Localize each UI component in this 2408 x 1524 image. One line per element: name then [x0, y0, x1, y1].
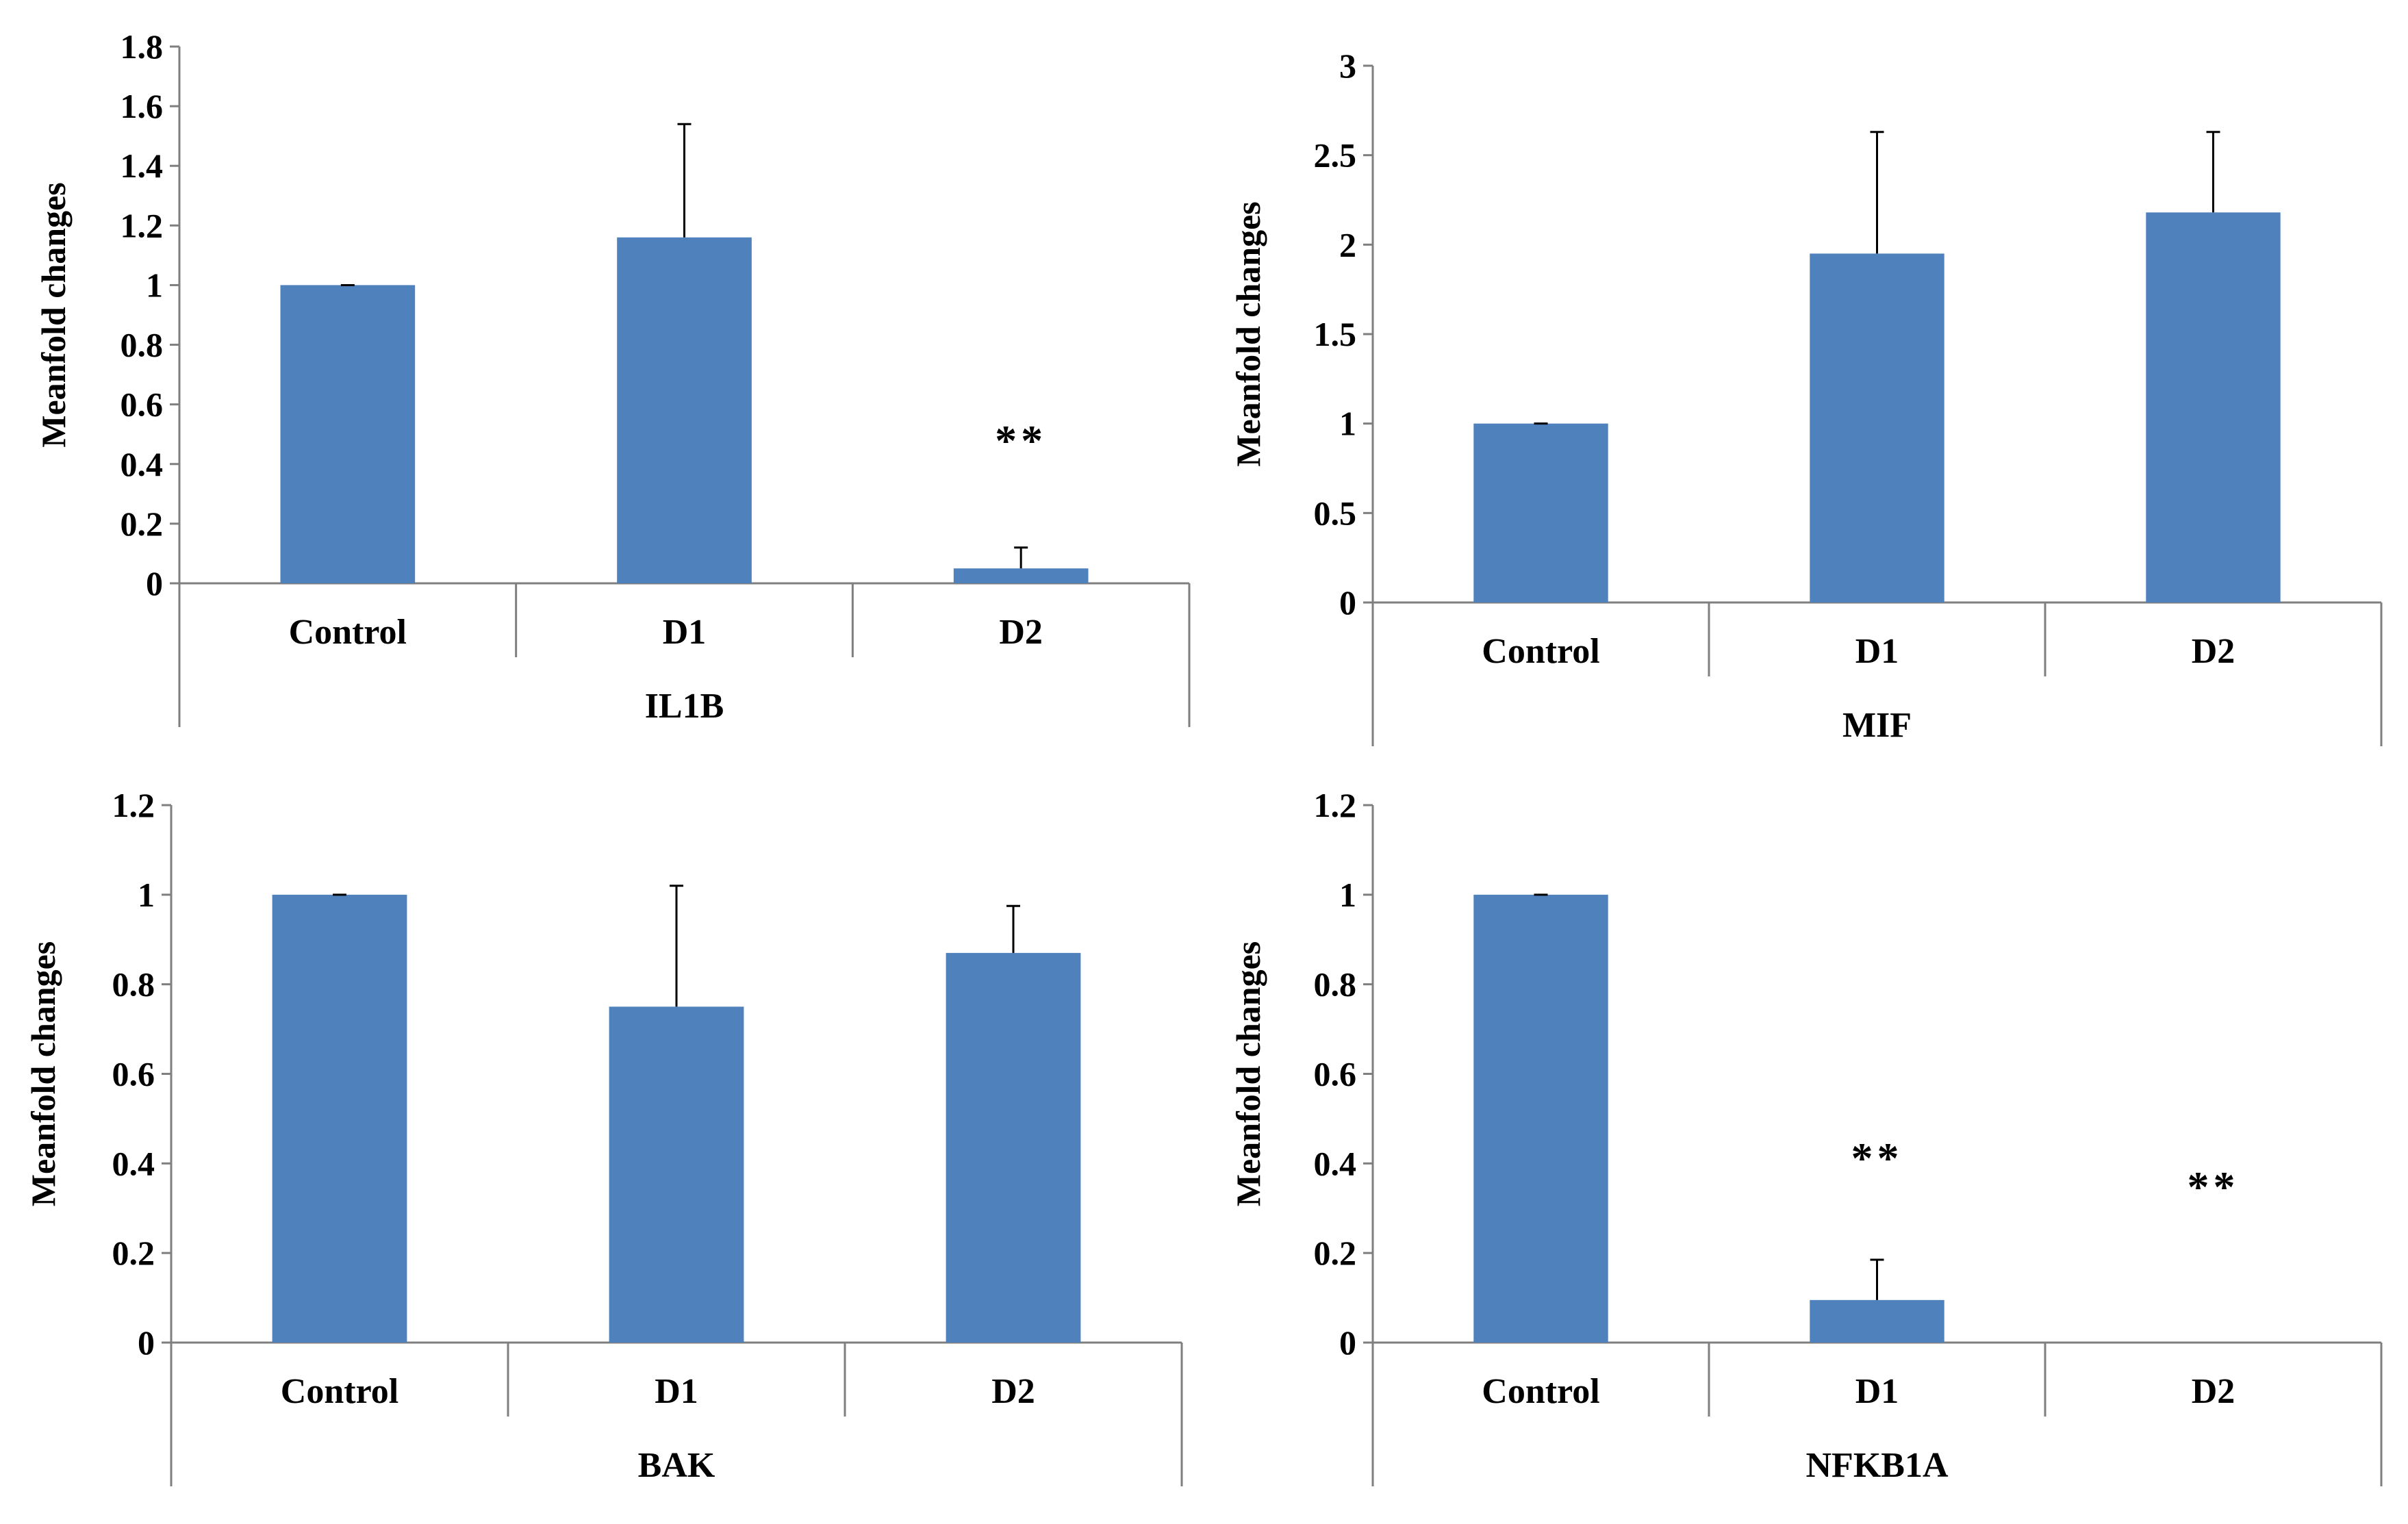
category-label-d1: D1	[663, 613, 707, 652]
y-tick-label: 1.5	[1314, 315, 1357, 353]
category-label-d2: D2	[999, 613, 1043, 652]
y-tick-label: 3	[1339, 47, 1356, 85]
gene-label: BAK	[638, 1446, 715, 1485]
y-tick-label: 0.4	[121, 445, 164, 483]
category-label-control: Control	[1482, 1372, 1599, 1411]
y-tick-label: 0.8	[112, 965, 155, 1004]
y-tick-label: 0.4	[1314, 1144, 1357, 1182]
y-tick-label: 2.5	[1314, 136, 1357, 175]
y-tick-label: 0.2	[112, 1234, 155, 1272]
chart-panel-il1b: 0 0.2 0.4 0.6 0.8 1 1.2 1.4 1.6 1.8 Control D1 D2 ** I…	[34, 27, 1191, 727]
y-tick-label: 1	[146, 266, 163, 304]
y-tick-label: 0	[1339, 1323, 1356, 1362]
bar-d2	[946, 952, 1081, 1343]
y-tick-label: 0.4	[112, 1144, 155, 1182]
gene-label: MIF	[1842, 706, 1912, 745]
category-label-d2: D2	[2192, 1372, 2235, 1411]
y-tick-label: 1.8	[121, 27, 164, 66]
bar-d1	[617, 237, 752, 583]
y-tick-label: 0.6	[121, 385, 164, 424]
category-label-d1: D1	[655, 1372, 698, 1411]
bar-d1	[609, 1006, 744, 1343]
y-tick-label: 1.6	[121, 87, 164, 125]
bar-control	[272, 894, 407, 1343]
y-tick-label: 0.2	[121, 505, 164, 543]
significance-marker: **	[2188, 1163, 2240, 1211]
y-axis-title: Meanfold changes	[34, 182, 73, 448]
chart-panel-nfkb1a: 0 0.2 0.4 0.6 0.8 1 1.2 Control D1 ** D2 ** NFKB1A Me…	[1229, 786, 2383, 1486]
category-label-control: Control	[281, 1372, 398, 1411]
gene-label: IL1B	[645, 687, 724, 726]
gene-label: NFKB1A	[1806, 1446, 1949, 1485]
significance-marker: **	[995, 416, 1047, 465]
y-tick-label: 1.4	[121, 147, 164, 185]
y-tick-label: 0.8	[121, 326, 164, 364]
category-label-d1: D1	[1855, 632, 1899, 671]
category-label-d2: D2	[991, 1372, 1035, 1411]
y-tick-label: 0.2	[1314, 1234, 1357, 1272]
y-axis-title: Meanfold changes	[1229, 201, 1267, 467]
chart-panel-mif: 0 0.5 1 1.5 2 2.5 3 Control D1 D2 MIF Meanfold chan…	[1229, 47, 2383, 746]
y-tick-label: 0	[138, 1323, 155, 1362]
y-tick-label: 0.8	[1314, 965, 1357, 1004]
category-label-d1: D1	[1855, 1372, 1899, 1411]
y-axis-title: Meanfold changes	[24, 941, 62, 1207]
category-label-control: Control	[1482, 632, 1599, 671]
y-tick-label: 1	[1339, 405, 1356, 443]
category-label-control: Control	[289, 613, 407, 652]
bar-d1	[1810, 1299, 1944, 1343]
bar-control	[280, 285, 416, 583]
y-tick-label: 1.2	[112, 786, 155, 824]
y-tick-label: 0.5	[1314, 494, 1357, 532]
category-label-d2: D2	[2192, 632, 2235, 671]
y-axis-title: Meanfold changes	[1229, 941, 1267, 1207]
significance-marker: **	[1851, 1134, 1903, 1182]
y-tick-label: 0	[146, 564, 163, 602]
chart-panel-bak: 0 0.2 0.4 0.6 0.8 1 1.2 Control D1 D2 BAK Meanfold …	[24, 786, 1183, 1486]
bar-d1	[1810, 253, 1944, 602]
y-tick-label: 0	[1339, 583, 1356, 622]
y-tick-label: 1	[1339, 876, 1356, 914]
y-tick-label: 1.2	[1314, 786, 1357, 824]
bar-control	[1473, 894, 1608, 1343]
y-tick-label: 1.2	[121, 206, 164, 244]
y-tick-label: 0.6	[112, 1055, 155, 1093]
y-tick-label: 2	[1339, 225, 1356, 264]
bar-d2	[953, 568, 1089, 583]
y-tick-label: 0.6	[1314, 1055, 1357, 1093]
bar-d2	[2146, 212, 2281, 602]
y-tick-label: 1	[138, 876, 155, 914]
bar-control	[1473, 423, 1608, 602]
